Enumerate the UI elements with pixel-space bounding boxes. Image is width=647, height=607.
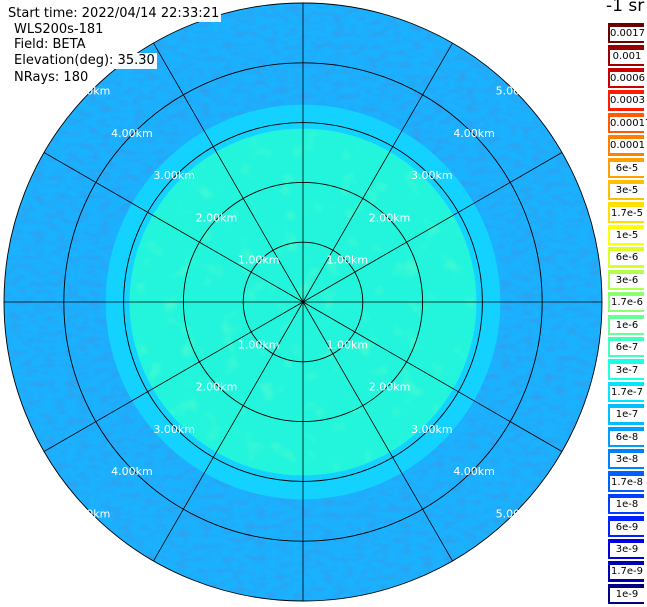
field-label: Field: BETA	[12, 37, 88, 53]
colorbar-cell: 0.0006	[607, 66, 645, 90]
colorbar-cell: 0.0017	[607, 22, 645, 45]
colorbar-cell: 0.0001	[607, 134, 645, 157]
elevation-label: Elevation(deg): 35.30	[12, 53, 157, 69]
colorbar-tick-label: 3e-7	[610, 363, 644, 378]
range-label-4km: 4.00km	[111, 127, 153, 140]
colorbar-tick-label: 1.7e-6	[610, 296, 644, 311]
colorbar-tick-label: 3e-8	[610, 453, 644, 468]
colorbar-cell: 1e-5	[607, 223, 645, 247]
colorbar-cell: 6e-7	[607, 335, 645, 359]
colorbar-tick-label: 0.001	[610, 49, 644, 64]
colorbar-tick-label: 6e-9	[610, 520, 644, 535]
range-label-2km: 2.00km	[369, 211, 411, 224]
polar-grid	[3, 2, 603, 602]
range-label-4km: 4.00km	[453, 465, 495, 478]
range-label-3km: 3.00km	[411, 423, 453, 436]
colorbar-tick-label: 0.0017	[610, 27, 645, 42]
azimuth-spoke-300	[43, 152, 304, 303]
station-label: WLS200s-181	[12, 22, 106, 38]
range-label-2km: 2.00km	[369, 381, 411, 394]
range-label-5km: 5.00km	[69, 85, 111, 98]
range-label-3km: 3.00km	[153, 169, 195, 182]
colorbar-cell: 0.001	[607, 44, 645, 67]
colorbar-tick-label: 6e-6	[610, 251, 644, 266]
range-label-3km: 3.00km	[153, 423, 195, 436]
colorbar-cell: 1.7e-8	[607, 470, 645, 493]
range-label-1km: 1.00km	[238, 254, 280, 267]
range-label-4km: 4.00km	[111, 465, 153, 478]
colorbar-tick-label: 3e-9	[610, 542, 644, 557]
range-label-4km: 4.00km	[453, 127, 495, 140]
colorbar-cell: 1.7e-6	[607, 291, 645, 314]
colorbar-tick-label: 1.7e-9	[610, 565, 644, 580]
colorbar-tick-label: 1.7e-5	[610, 206, 644, 221]
colorbar-tick-label: 1.7e-7	[610, 385, 644, 400]
azimuth-spoke-240	[43, 301, 304, 452]
azimuth-spoke-60	[302, 152, 563, 303]
colorbar-tick-label: 1e-7	[610, 408, 644, 423]
colorbar-tick-label: 1e-6	[610, 318, 644, 333]
colorbar-tick-label: 1.7e-8	[610, 475, 644, 490]
colorbar-cell: 6e-5	[607, 156, 645, 179]
range-label-1km: 1.00km	[326, 338, 368, 351]
azimuth-spoke-30	[302, 42, 453, 303]
colorbar-cell: 1e-9	[607, 582, 645, 605]
colorbar-cell: 3e-7	[607, 358, 645, 381]
colorbar-tick-label: 6e-5	[610, 161, 644, 176]
start-time-label: Start time: 2022/04/14 22:33:21	[6, 6, 222, 22]
colorbar: 0.0017 0.001 0.0006 0.0003 0.00017 0.0001 6e-5…	[607, 22, 647, 605]
range-label-3km: 3.00km	[411, 169, 453, 182]
colorbar-tick-label: 1e-8	[610, 498, 644, 513]
colorbar-tick-label: 0.0001	[610, 139, 645, 154]
azimuth-spoke-330	[153, 42, 304, 303]
azimuth-spoke-150	[302, 301, 453, 562]
range-label-5km: 5.00km	[69, 507, 111, 520]
colorbar-cell: 1.7e-5	[607, 201, 645, 224]
nrays-label: NRays: 180	[12, 70, 91, 86]
range-label-1km: 1.00km	[238, 338, 280, 351]
colorbar-cell: 6e-6	[607, 246, 645, 269]
colorbar-tick-label: 1e-9	[610, 587, 644, 602]
colorbar-cell: 0.0003	[607, 89, 645, 112]
range-label-2km: 2.00km	[196, 211, 238, 224]
colorbar-tick-label: 0.0006	[610, 72, 645, 87]
range-label-2km: 2.00km	[196, 381, 238, 394]
colorbar-cell: 3e-5	[607, 178, 645, 202]
range-label-1km: 1.00km	[326, 254, 368, 267]
range-label-5km: 5.00km	[496, 507, 538, 520]
colorbar-tick-label: 6e-7	[610, 341, 644, 356]
colorbar-cell: 1e-6	[607, 313, 645, 336]
colorbar-cell: 3e-8	[607, 448, 645, 471]
colorbar-cell: 1e-7	[607, 403, 645, 426]
colorbar-tick-label: 1e-5	[610, 229, 644, 243]
colorbar-cell: 6e-8	[607, 425, 645, 449]
colorbar-cell: 1e-8	[607, 492, 645, 516]
range-labels: 1.00km 1.00km 1.00km 1.00km 2.00km 2.00km 2.00…	[69, 85, 537, 521]
colorbar-cell: 1.7e-7	[607, 380, 645, 404]
colorbar-cell: 3e-9	[607, 537, 645, 561]
range-label-5km: 5.00km	[496, 85, 538, 98]
colorbar-unit-label: -1 sr	[606, 0, 645, 16]
colorbar-tick-label: 3e-5	[610, 184, 644, 199]
colorbar-cell: 3e-6	[607, 268, 645, 292]
colorbar-tick-label: 0.0003	[610, 94, 645, 109]
azimuth-spoke-210	[153, 301, 304, 562]
ppi-plot: 1.00km 1.00km 1.00km 1.00km 2.00km 2.00km 2.00…	[3, 2, 603, 602]
colorbar-cell: 1.7e-9	[607, 560, 645, 583]
colorbar-cell: 0.00017	[607, 111, 647, 135]
colorbar-cell: 6e-9	[607, 515, 645, 538]
colorbar-tick-label: 0.00017	[610, 116, 647, 131]
colorbar-tick-label: 6e-8	[610, 430, 644, 445]
azimuth-spoke-120	[302, 301, 563, 452]
colorbar-tick-label: 3e-6	[610, 273, 644, 288]
